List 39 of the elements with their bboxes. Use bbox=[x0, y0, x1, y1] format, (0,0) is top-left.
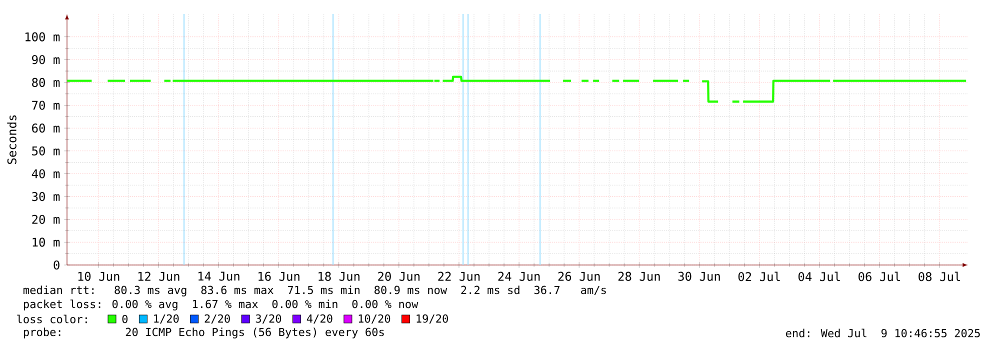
x-tick-label: 12 Jun bbox=[138, 272, 180, 281]
x-tick-label: 20 Jun bbox=[378, 272, 420, 281]
legend-label: 2/20 bbox=[204, 314, 230, 324]
y-tick-label: 10 m bbox=[32, 238, 60, 247]
y-tick-label: 50 m bbox=[32, 146, 60, 156]
legend-label: 3/20 bbox=[256, 314, 282, 324]
text: probe: 20 ICMP Echo Pings (56 Bytes) every 60s bbox=[24, 328, 384, 338]
x-tick-label: 04 Jul bbox=[798, 272, 840, 282]
x-tick-label: 16 Jun bbox=[258, 272, 300, 281]
x-tick-label: 14 Jun bbox=[198, 272, 240, 281]
y-tick-label: 30 m bbox=[32, 192, 60, 202]
text: end: Wed Jul 9 10:46:55 2025 bbox=[786, 328, 980, 338]
x-tick-label: 30 Jun bbox=[678, 272, 720, 281]
x-tick-label: 18 Jun bbox=[318, 272, 360, 281]
legend-label: 1/20 bbox=[154, 314, 179, 324]
legend-title: loss color: bbox=[17, 314, 87, 324]
x-tick-label: 28 Jun bbox=[618, 272, 660, 281]
x-tick-label: 02 Jul bbox=[738, 272, 780, 282]
text: packet loss: 0.00 % avg 1.67 % max 0.00 % min 0.00 % now bbox=[24, 300, 418, 310]
y-tick-label: 80 m bbox=[32, 78, 60, 87]
y-tick-label: 20 m bbox=[32, 214, 60, 224]
y-tick-label: 60 m bbox=[32, 124, 60, 133]
y-tick-label: 100 m bbox=[26, 32, 60, 42]
x-tick-label: 24 Jun bbox=[498, 272, 540, 281]
y-tick-label: 90 m bbox=[32, 55, 60, 64]
x-tick-label: 26 Jun bbox=[558, 272, 600, 281]
y-tick-label: 0 bbox=[54, 260, 60, 270]
x-tick-label: 22 Jun bbox=[438, 272, 480, 281]
legend-label: 0 bbox=[122, 314, 128, 324]
x-tick-label: 08 Jul bbox=[918, 272, 960, 282]
legend-label: 4/20 bbox=[306, 314, 332, 324]
y-axis-title: Seconds bbox=[7, 115, 16, 164]
x-tick-label: 10 Jun bbox=[78, 272, 120, 281]
x-tick-label: 06 Jul bbox=[858, 272, 900, 282]
legend-label: 10/20 bbox=[358, 314, 390, 324]
text: median rtt: 80.3 ms avg 83.6 ms max 71.5 ms min 80.9 ms now 2.2 ms sd 36.7 am/s bbox=[24, 286, 606, 296]
y-tick-label: 40 m bbox=[32, 169, 60, 178]
y-tick-label: 70 m bbox=[32, 100, 60, 110]
legend-label: 19/20 bbox=[416, 314, 448, 324]
